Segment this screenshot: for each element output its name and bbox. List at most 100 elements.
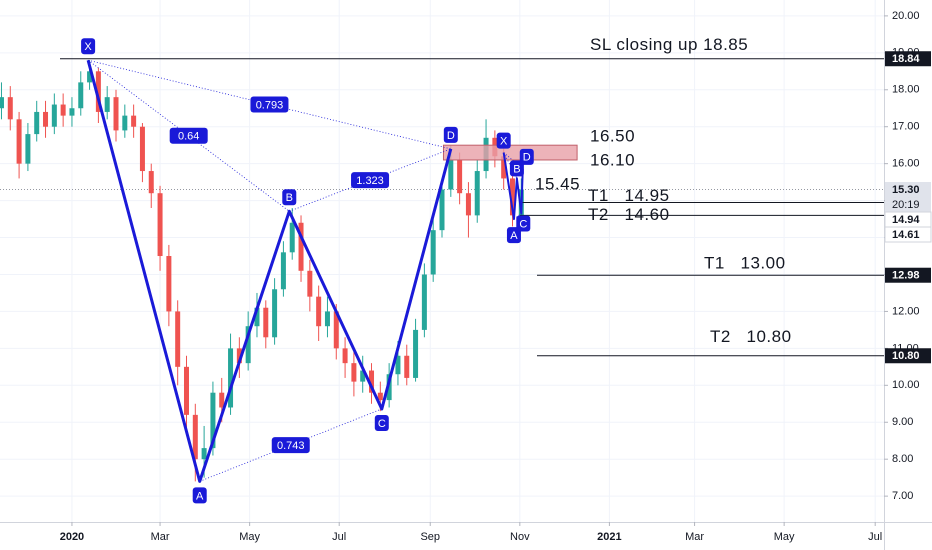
- point-label: B: [513, 163, 520, 175]
- level-label: T2 10.80: [710, 327, 792, 346]
- candle-body: [430, 230, 436, 275]
- candle-body: [0, 97, 4, 109]
- candle-body: [16, 119, 22, 164]
- candle-body: [360, 370, 366, 382]
- point-label: D: [447, 130, 455, 142]
- candle-body: [210, 392, 216, 449]
- candle-body: [457, 159, 463, 194]
- price-badge-label: 12.98: [892, 270, 920, 282]
- candle-body: [236, 348, 242, 364]
- x-tick-label: Mar: [685, 531, 704, 543]
- ratio-label-bg: [169, 127, 208, 144]
- candle-body: [192, 414, 198, 460]
- pattern-line: [502, 152, 524, 221]
- x-tick-label: 2021: [597, 531, 621, 543]
- candle-body: [280, 252, 286, 290]
- candle-body: [183, 366, 189, 415]
- level-label: T2 14.60: [588, 205, 670, 224]
- x-tick-label: Nov: [510, 531, 530, 543]
- candle-body: [307, 270, 313, 297]
- candle-body: [421, 274, 427, 330]
- candle-body: [122, 115, 128, 131]
- ratio-label-bg: [271, 437, 310, 454]
- candle-body: [201, 448, 207, 460]
- candle-body: [254, 307, 260, 327]
- candle-body: [377, 392, 383, 401]
- price-badge: [885, 267, 931, 283]
- price-badge-label: 14.94: [892, 214, 920, 226]
- ratio-label-bg: [250, 96, 289, 113]
- point-label-bg: [81, 38, 96, 55]
- point-label-bg: [282, 189, 297, 206]
- candle-body: [245, 326, 251, 364]
- price-badge: [885, 51, 931, 67]
- candle-body: [51, 104, 57, 127]
- y-tick-label: 20.00: [892, 10, 920, 22]
- ratio-label: 0.743: [277, 440, 305, 452]
- y-tick-label: 12.00: [892, 305, 920, 317]
- countdown-label: 20:19: [892, 199, 920, 211]
- candle-body: [34, 111, 40, 135]
- price-badge-label: 10.80: [892, 350, 920, 362]
- annotation: 15.45: [535, 174, 580, 193]
- ratio-label-bg: [351, 172, 390, 189]
- point-label: A: [510, 230, 518, 242]
- price-badge-label: 18.84: [892, 53, 920, 65]
- candle-body: [95, 71, 101, 112]
- level-label: SL closing up 18.85: [590, 35, 748, 54]
- candle-body: [369, 370, 375, 393]
- candle-body: [413, 329, 419, 378]
- point-label: X: [500, 135, 508, 147]
- candle-body: [7, 97, 13, 120]
- candle-body: [465, 193, 471, 216]
- candle-body: [448, 159, 454, 190]
- price-badge-label: 15.30: [892, 184, 920, 196]
- candle-body: [324, 311, 330, 327]
- y-tick-label: 10.00: [892, 379, 920, 391]
- candle-body: [166, 256, 172, 312]
- candle-body: [386, 374, 392, 401]
- x-tick-label: Mar: [151, 531, 170, 543]
- point-label-bg: [443, 126, 458, 143]
- candle-body: [148, 171, 154, 194]
- y-tick-label: 9.00: [892, 416, 913, 428]
- candle-body: [272, 289, 278, 338]
- point-label-bg: [516, 215, 531, 232]
- candle-body: [131, 115, 137, 127]
- point-label: B: [286, 192, 293, 204]
- point-label-bg: [519, 148, 534, 165]
- candle-body: [333, 311, 339, 349]
- x-tick-label: 2020: [60, 531, 84, 543]
- candle-body: [25, 134, 31, 164]
- candle-body: [43, 111, 49, 127]
- pattern-line: [86, 59, 453, 483]
- candle-body: [404, 355, 410, 378]
- candle-body: [87, 71, 93, 83]
- candle-body: [78, 82, 84, 109]
- candle-body: [395, 355, 401, 375]
- x-tick-label: Sep: [420, 531, 440, 543]
- ratio-label: 0.793: [256, 99, 284, 111]
- candle-body: [289, 222, 295, 253]
- candle-body: [175, 311, 181, 367]
- zone: [442, 144, 578, 161]
- point-label: C: [519, 218, 527, 230]
- x-tick-label: Jul: [868, 531, 882, 543]
- candle-body: [104, 97, 110, 112]
- price-badge: [885, 182, 931, 198]
- candle-body: [298, 222, 304, 271]
- price-badge: [884, 226, 932, 243]
- point-label: X: [84, 41, 92, 53]
- candle-body: [60, 104, 66, 116]
- candle-body: [342, 348, 348, 364]
- candle-body: [113, 97, 119, 131]
- candle-body: [69, 108, 75, 116]
- candle-body: [263, 307, 269, 338]
- point-label: A: [196, 490, 204, 502]
- ratio-label: 0.64: [178, 131, 199, 143]
- zone-bottom-label: 16.10: [590, 150, 635, 169]
- x-tick-label: May: [774, 531, 795, 543]
- candle-body: [439, 189, 445, 231]
- y-tick-label: 16.00: [892, 158, 920, 170]
